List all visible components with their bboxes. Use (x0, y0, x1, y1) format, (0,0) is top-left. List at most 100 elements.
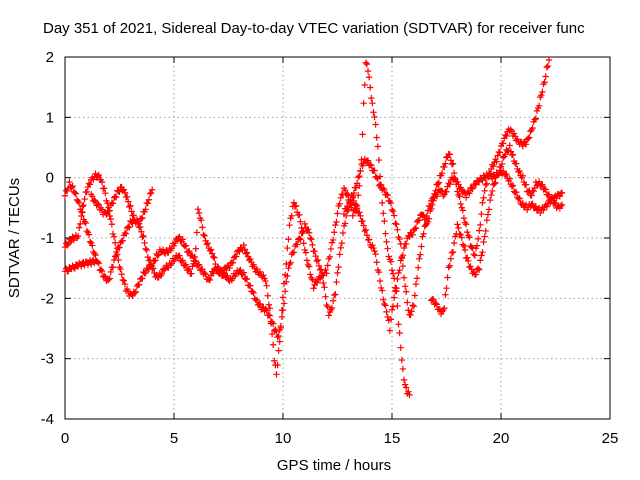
data-point (442, 291, 449, 298)
data-point (396, 329, 403, 337)
data-point (266, 305, 274, 312)
x-tick-label: 20 (493, 430, 510, 447)
data-point (355, 174, 362, 181)
data-point (529, 200, 536, 207)
data-point (349, 194, 356, 201)
data-point (513, 188, 520, 196)
data-point (220, 270, 228, 277)
data-point (405, 388, 412, 395)
data-point (327, 245, 335, 253)
data-point (61, 192, 69, 199)
data-point (186, 265, 193, 273)
data-point (459, 207, 467, 214)
y-tick-label: -4 (41, 411, 54, 428)
data-point (433, 301, 440, 308)
data-point (541, 79, 548, 86)
data-point (198, 216, 205, 224)
data-point (460, 214, 468, 222)
data-point (300, 240, 307, 247)
data-point (543, 203, 550, 210)
data-series (61, 56, 566, 399)
data-point (103, 211, 110, 218)
data-point (101, 272, 108, 279)
x-tick-label: 15 (384, 430, 401, 447)
data-point (400, 274, 408, 281)
data-point (279, 306, 287, 314)
data-point (182, 242, 190, 249)
x-axis-label: GPS time / hours (277, 457, 391, 474)
data-point (373, 259, 380, 266)
data-point (432, 300, 439, 307)
data-point (276, 326, 283, 334)
y-tick-label: 0 (46, 170, 54, 187)
data-point (247, 282, 254, 289)
data-point (126, 224, 133, 231)
data-point (200, 231, 207, 238)
data-point (309, 276, 316, 283)
data-point (437, 187, 445, 194)
data-point (497, 163, 505, 170)
data-point (480, 194, 487, 202)
data-point (301, 220, 308, 228)
data-point (81, 195, 88, 203)
data-point (105, 276, 112, 283)
data-point (89, 193, 96, 200)
data-point (480, 238, 487, 246)
data-point (373, 134, 380, 141)
data-point (418, 243, 425, 250)
data-point (406, 233, 413, 240)
data-point (375, 268, 383, 276)
data-point (494, 152, 501, 159)
data-point (279, 294, 287, 301)
data-point (485, 206, 493, 213)
data-point (304, 261, 312, 269)
data-point (91, 196, 98, 204)
data-point (313, 279, 320, 287)
data-point (367, 161, 374, 168)
data-point (141, 239, 148, 247)
data-point (274, 333, 281, 341)
data-point (199, 224, 206, 231)
data-point (334, 269, 341, 277)
data-point (212, 260, 219, 268)
data-point (92, 251, 99, 259)
data-point (457, 200, 464, 208)
data-point (243, 275, 251, 283)
data-point (406, 391, 413, 399)
data-point (499, 154, 507, 161)
data-point (503, 170, 510, 178)
data-point (118, 271, 125, 278)
data-point (236, 248, 243, 255)
data-point (377, 181, 385, 189)
data-point (333, 278, 340, 286)
data-point (315, 262, 323, 270)
data-point (320, 279, 327, 287)
data-point (412, 224, 420, 232)
data-point (371, 167, 378, 174)
data-point (468, 184, 475, 192)
data-point (120, 186, 128, 193)
data-point (397, 240, 404, 248)
data-point (151, 257, 158, 265)
data-point (135, 220, 143, 227)
data-point (102, 189, 109, 197)
data-point (465, 188, 472, 196)
data-point (473, 242, 481, 249)
data-point (519, 142, 526, 150)
data-point (181, 262, 189, 270)
data-point (334, 210, 341, 217)
data-point (384, 313, 391, 321)
data-point (178, 258, 185, 266)
data-point (293, 241, 301, 248)
data-point (365, 74, 373, 81)
chart-grid (65, 57, 610, 419)
data-point (286, 260, 293, 268)
data-point (135, 281, 143, 288)
data-point (125, 198, 132, 205)
data-point (502, 171, 509, 179)
data-point (98, 178, 106, 186)
data-point (441, 305, 448, 312)
data-point (265, 301, 273, 308)
data-point (94, 258, 101, 266)
y-axis-label: SDTVAR / TECUs (6, 178, 23, 298)
